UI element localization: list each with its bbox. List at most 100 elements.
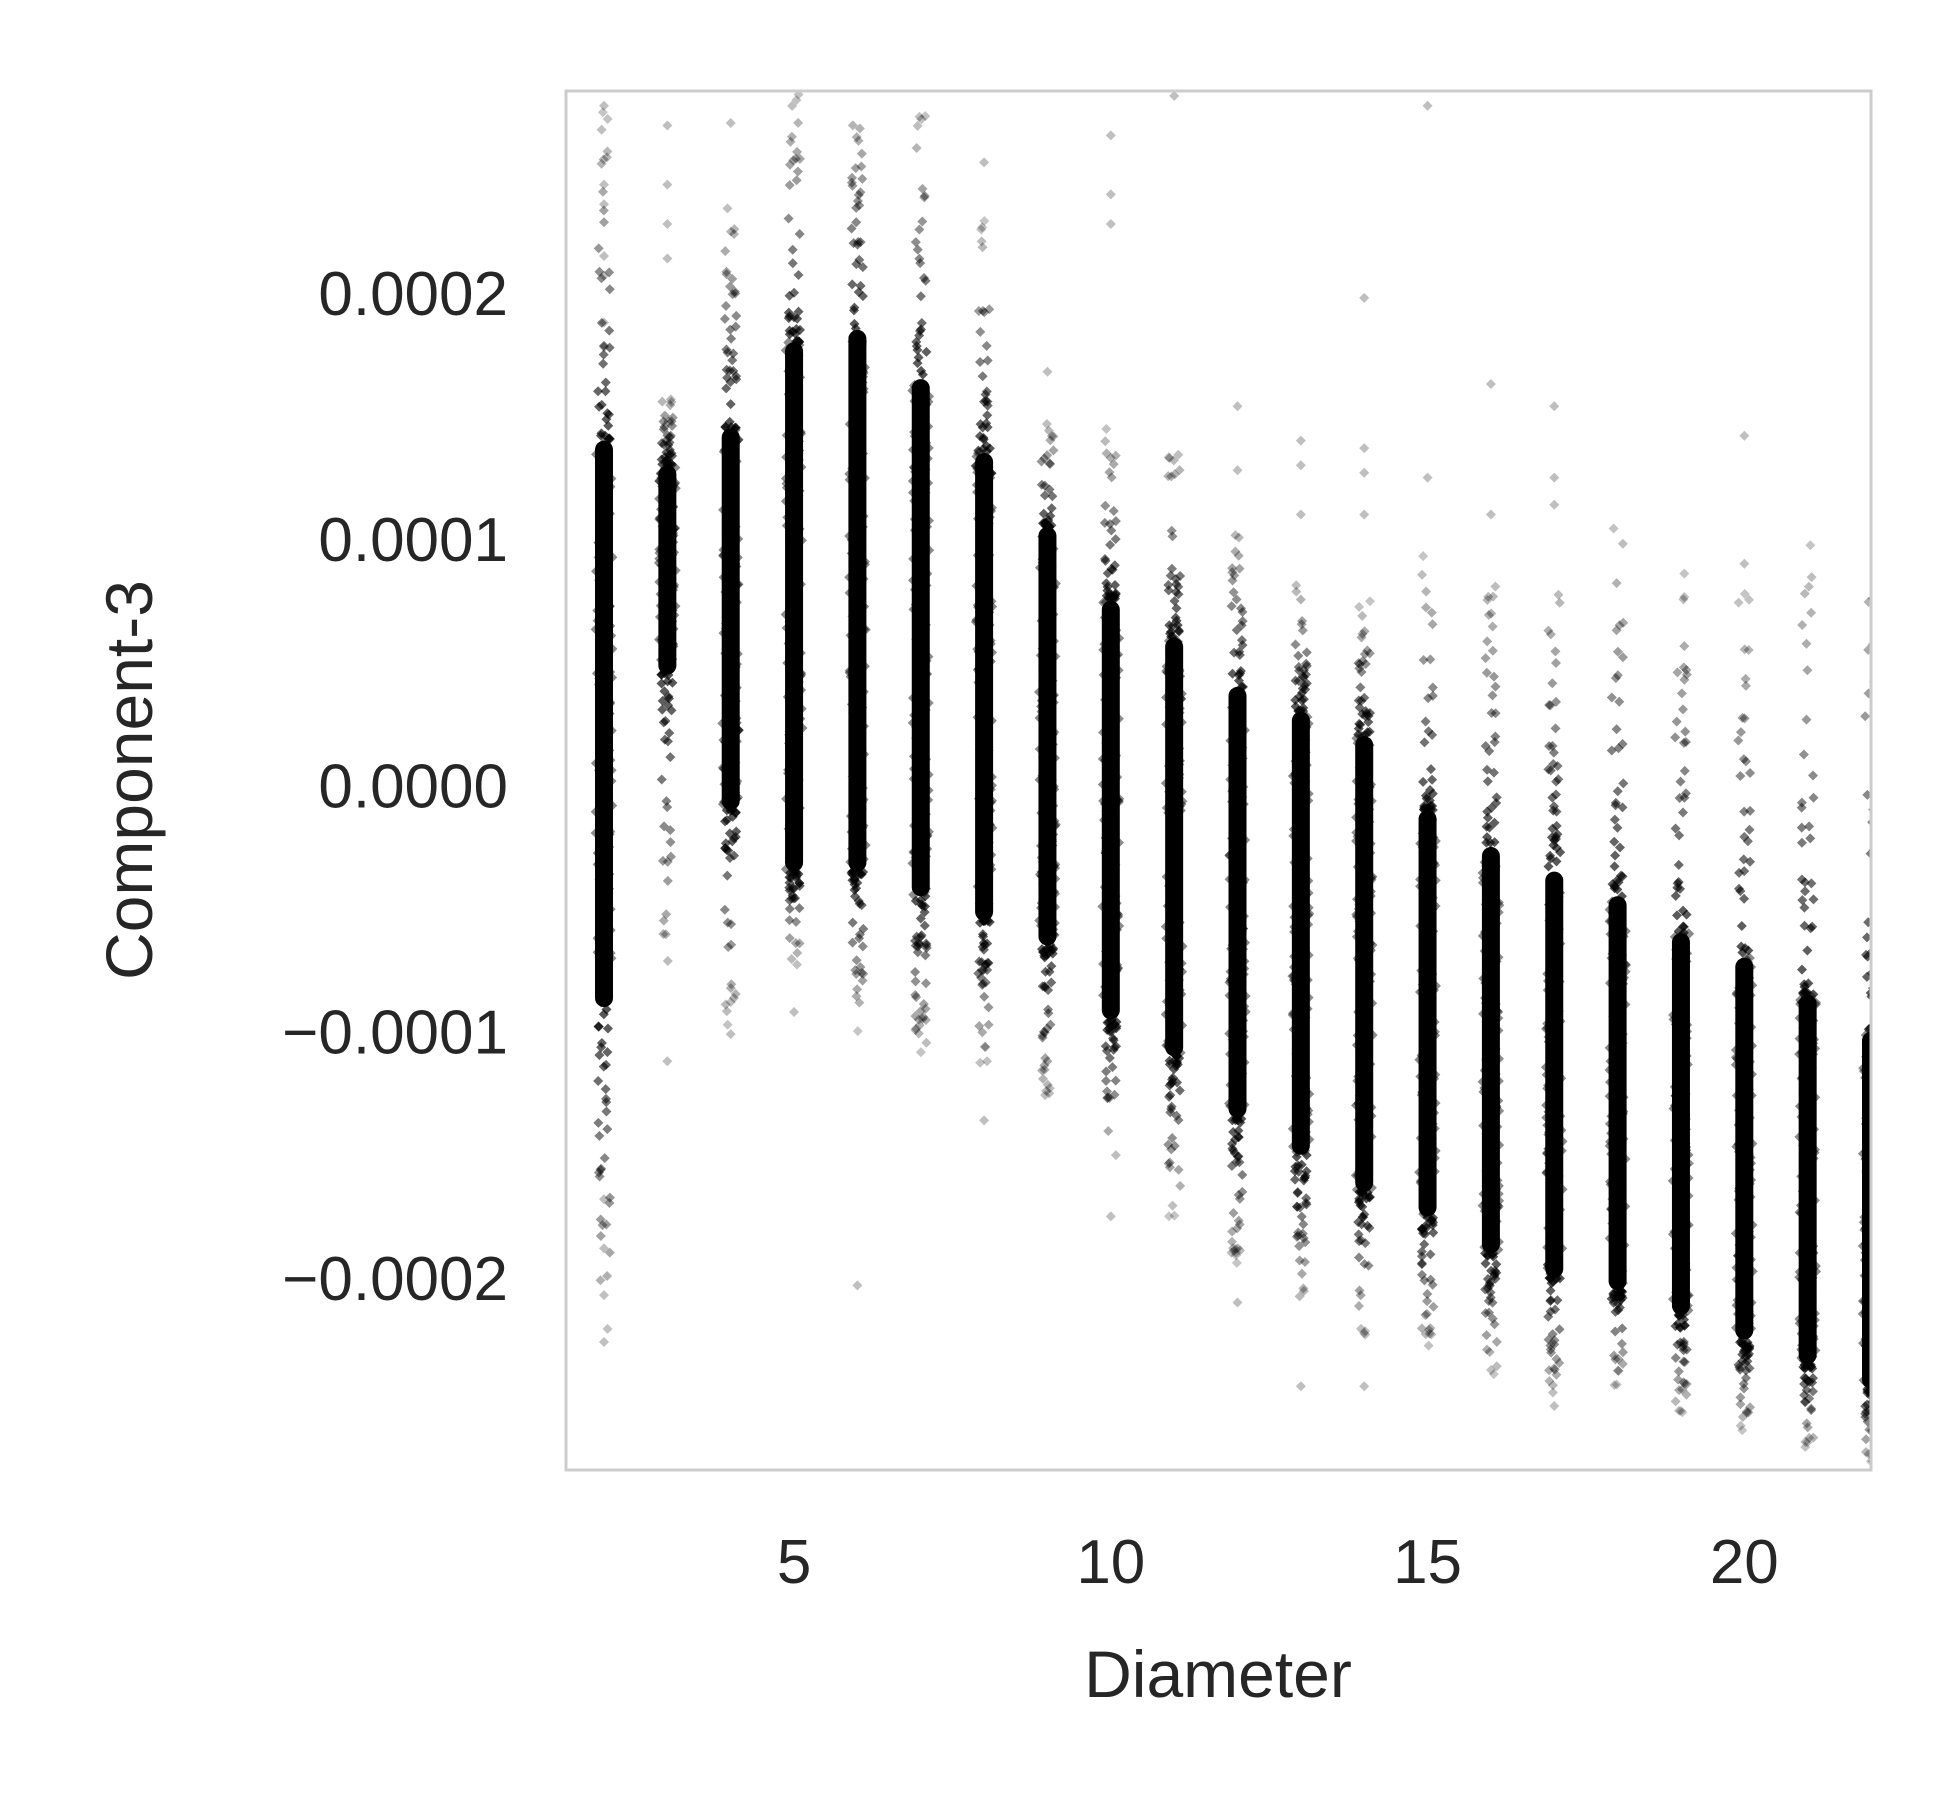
data-point [794,903,805,914]
data-point [907,385,919,397]
data-point [912,805,924,817]
data-point [596,158,607,169]
data-point [857,820,869,832]
data-point [1110,965,1122,977]
data-point [661,909,672,920]
data-point [1236,1067,1248,1079]
data-point [1229,811,1241,823]
data-point [1046,690,1058,702]
data-point [1224,850,1236,862]
data-point [1482,636,1493,647]
data-point [663,700,674,711]
outlier-point [1169,91,1180,101]
data-point [1677,807,1688,818]
data-point [723,942,734,953]
data-point [1108,505,1119,516]
data-point [1176,1019,1188,1031]
data-point [785,488,797,500]
data-point [847,610,859,622]
data-point [853,619,865,631]
data-point [593,243,604,254]
data-point [1166,947,1178,959]
data-point [1174,465,1185,476]
data-point [729,787,741,799]
data-point [851,824,863,836]
data-point [984,635,996,647]
data-point [604,267,615,278]
data-point [848,305,859,316]
data-point [724,567,736,579]
data-point [854,385,866,397]
data-point [915,913,926,924]
data-point [858,748,870,760]
data-point [1170,778,1182,790]
data-point [854,933,865,944]
data-point [721,549,733,561]
data-point [719,796,731,808]
data-point [978,535,990,547]
data-point [857,291,868,302]
data-point [845,810,857,822]
data-point [784,616,796,628]
data-point [782,767,794,779]
data-point [920,111,931,122]
data-point [784,180,795,191]
dense-column-core [911,379,930,897]
outlier-point [1485,379,1496,390]
data-point [1164,940,1176,952]
data-point [1048,917,1060,929]
data-point [1230,747,1242,759]
data-point [605,952,617,964]
data-point [920,579,932,591]
data-point [980,855,992,867]
data-point [593,1167,604,1178]
data-point [1796,822,1807,833]
data-point [1871,1064,1882,1075]
data-point [1872,1135,1883,1146]
data-point [1171,979,1183,991]
data-point [1036,840,1048,852]
data-point [1108,928,1120,940]
data-point [786,131,797,142]
data-point [847,336,859,348]
data-point [909,820,921,832]
data-point [603,841,615,853]
outlier-point [599,179,610,190]
data-point [1808,894,1819,905]
data-point [781,520,793,532]
data-point [914,1020,925,1031]
data-point [1167,631,1178,642]
data-point [974,956,985,967]
data-point [732,533,744,545]
data-point [1173,772,1185,784]
data-point [723,570,735,582]
data-point [1798,749,1809,760]
data-point [910,1025,921,1036]
data-point [1034,743,1046,755]
data-point [982,517,994,529]
data-point [1163,1041,1175,1053]
data-point [1039,639,1051,651]
data-point [1043,425,1054,436]
outlier-point [599,1290,610,1301]
data-point [654,513,666,525]
data-point [912,421,924,433]
data-point [790,463,802,475]
outlier-point [1105,189,1116,200]
data-point [594,952,606,964]
data-point [1041,810,1053,822]
data-point [1106,991,1118,1003]
data-point [978,907,990,919]
data-point [791,916,802,927]
data-point [977,979,988,990]
data-point [1176,795,1188,807]
data-point [598,838,610,850]
data-point [1169,812,1181,824]
data-point [601,1106,612,1117]
data-point [722,1019,733,1030]
data-point [972,486,984,498]
data-point [854,727,866,739]
data-point [980,395,991,406]
data-point [1101,737,1113,749]
data-point [667,527,679,539]
